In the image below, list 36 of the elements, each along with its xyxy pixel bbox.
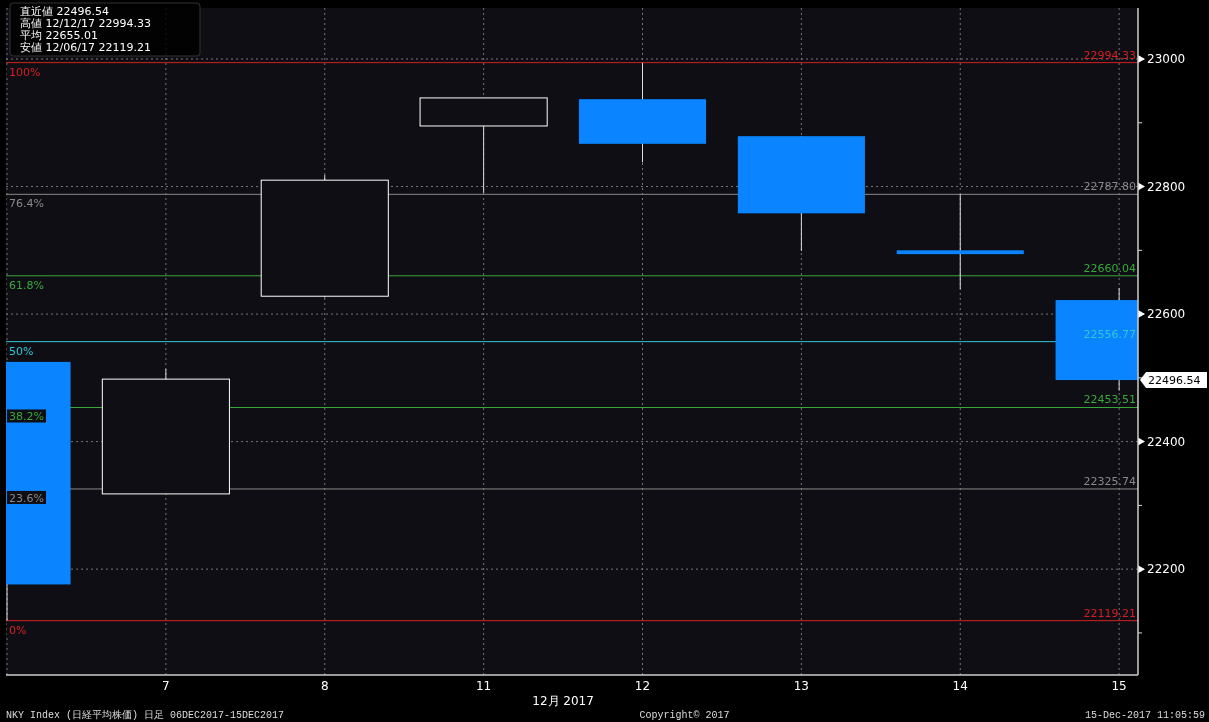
ref-line-label: 22556.77 xyxy=(1083,327,1136,341)
x-tick-label: 8 xyxy=(320,679,329,693)
y-tick-label: 22800 xyxy=(1147,179,1186,194)
y-tick-label: 22400 xyxy=(1147,434,1186,449)
annotation: 76.4% xyxy=(9,197,44,211)
annotation: 50% xyxy=(9,344,34,358)
ref-line-label: 22453.51 xyxy=(1083,393,1136,407)
text: 15-Dec-2017 11:05:59 xyxy=(1084,710,1205,721)
ref-line-label: 22787.80 xyxy=(1083,180,1136,194)
y-tick-label: 22200 xyxy=(1147,562,1186,577)
annotation: 直近値 22496.54 xyxy=(20,5,109,18)
x-tick-label: 11 xyxy=(475,679,492,693)
y-tick-label: 23000 xyxy=(1147,52,1186,67)
ref-line-label: 22119.21 xyxy=(1083,606,1136,620)
annotation: 61.8% xyxy=(9,278,44,292)
annotation: 38.2% xyxy=(9,410,44,424)
x-tick-label: 14 xyxy=(952,679,968,693)
x-tick-label: 13 xyxy=(793,679,810,693)
text: Copyright© 2017 xyxy=(639,710,730,721)
text: NKY Index (日経平均株価) 日足 06DEC2017-15DEC2017 xyxy=(6,709,285,721)
ref-line-label: 22994.33 xyxy=(1083,48,1136,62)
annotation: 22496.54 xyxy=(1148,374,1201,388)
x-tick-label: 7 xyxy=(162,679,170,693)
annotation: 23.6% xyxy=(9,491,44,505)
x-axis-title: 12月 2017 xyxy=(532,694,594,708)
x-tick-label: 15 xyxy=(1111,679,1127,693)
annotation: 安値 12/06/17 22119.21 xyxy=(20,41,151,54)
x-tick-label: 12 xyxy=(634,679,651,693)
annotation: 平均 22655.01 xyxy=(20,29,98,42)
y-tick-label: 22600 xyxy=(1147,307,1186,322)
candlestick xyxy=(896,193,1024,290)
ref-line-label: 22660.04 xyxy=(1083,261,1136,275)
annotation: 0% xyxy=(9,623,27,637)
annotation: 100% xyxy=(9,65,41,79)
annotation: 高値 12/12/17 22994.33 xyxy=(20,17,151,30)
ref-line-label: 22325.74 xyxy=(1083,474,1136,488)
